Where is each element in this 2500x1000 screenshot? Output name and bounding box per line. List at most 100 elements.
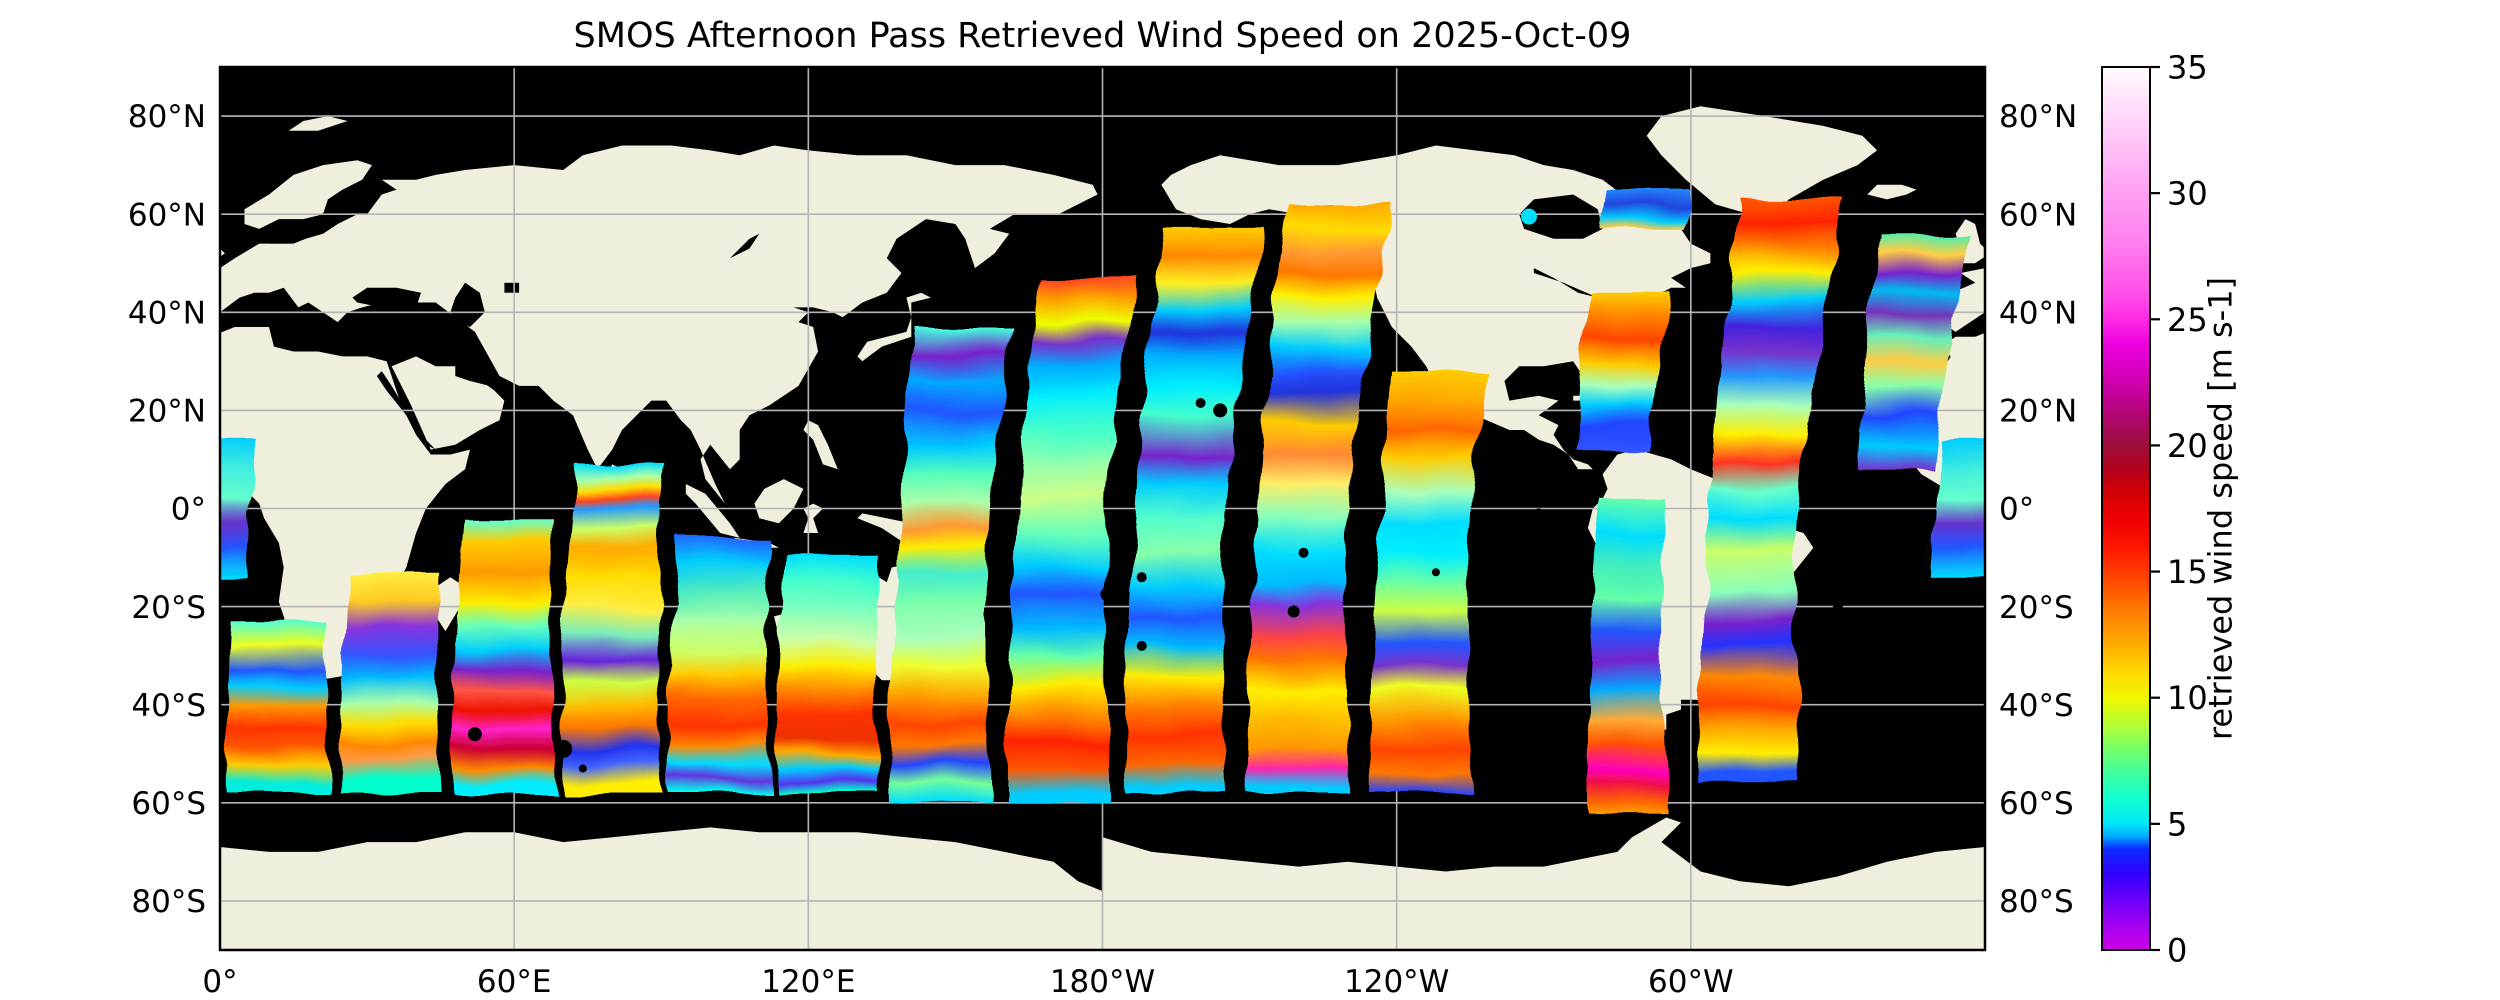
colorbar-tick-label: 25	[2167, 301, 2208, 339]
island-data-gap	[554, 739, 573, 758]
island-data-gap	[1213, 403, 1228, 418]
swath-band-W02	[340, 572, 443, 793]
water-red_sea	[376, 371, 436, 450]
island-data-gap	[1195, 398, 1206, 408]
chart-title: SMOS Afternoon Pass Retrieved Wind Speed…	[573, 16, 1632, 56]
lat-tick-label-right: 60°N	[1999, 197, 2077, 233]
colorbar-tick-label: 5	[2167, 805, 2187, 843]
swath-band-W08	[1006, 277, 1139, 803]
swath-band-W06	[776, 552, 879, 793]
water-aral_sea	[504, 282, 520, 293]
island-data-gap	[1533, 508, 1544, 519]
landmass-sumatra	[685, 484, 740, 538]
island-data-gap	[1136, 572, 1147, 583]
swath-band-W16	[1930, 439, 1985, 578]
landmass-scandinavia	[244, 160, 372, 229]
water-mediterranean	[220, 297, 392, 352]
swath-band-W05	[2434, 538, 2500, 793]
swath-band-W07	[889, 327, 1013, 803]
lon-tick-label: 120°E	[761, 964, 855, 1000]
island-data-gap	[1921, 685, 1932, 695]
landmass-greenland	[0, 106, 112, 214]
landmass-arabia	[391, 356, 505, 450]
landmass-philippines	[803, 420, 838, 470]
water-baltic_sea	[269, 209, 348, 244]
lat-tick-label-left: 80°N	[128, 99, 206, 135]
island-mask-layer	[467, 208, 1932, 773]
lat-tick-label-left: 60°N	[128, 197, 206, 233]
landmass-svalbard	[288, 116, 348, 131]
swath-band-W11	[1369, 371, 1487, 793]
landmass-ireland	[171, 239, 191, 254]
world-map	[0, 67, 2500, 950]
landmass-eurasia	[220, 145, 1098, 504]
landmass-borneo	[754, 479, 804, 524]
landmass-antarctica	[1102, 817, 1985, 950]
swath-band-W15	[92, 234, 203, 469]
island-data-gap	[1287, 605, 1300, 618]
lat-tick-label-left: 40°N	[128, 295, 206, 331]
island-data-gap	[1431, 568, 1440, 577]
colorbar-tick-label: 15	[2167, 553, 2208, 591]
colorbar-tick-label: 20	[2167, 427, 2208, 465]
swath-band-W14	[1698, 199, 1846, 784]
swath-band-W04	[560, 464, 666, 793]
swath-band-W16	[220, 439, 257, 578]
lon-tick-label: 120°W	[1344, 964, 1449, 1000]
landmass-japan	[857, 292, 931, 362]
colorbar-frame	[2101, 66, 2151, 951]
lat-tick-label-left: 40°S	[131, 688, 206, 724]
swath-band-W12	[1576, 292, 1671, 450]
lat-tick-label-right: 40°N	[1999, 295, 2077, 331]
island-data-gap	[1136, 640, 1147, 651]
water-aral_sea	[2269, 283, 2284, 293]
map-frame	[218, 65, 1987, 952]
water-black_sea	[352, 287, 421, 308]
landmass-madagascar	[435, 577, 466, 632]
lon-tick-label: 60°E	[477, 964, 552, 1000]
swath-band-W15	[1857, 233, 1969, 470]
lat-tick-label-left: 0°	[171, 492, 206, 528]
landmass-iceland	[1867, 184, 1917, 200]
lat-tick-label-right: 40°S	[1999, 688, 2074, 724]
island-data-gap	[467, 727, 482, 742]
landmass-sri_lanka	[2372, 464, 2387, 479]
landmass-africa	[220, 327, 470, 681]
island-data-gap	[1832, 601, 1843, 612]
lat-tick-label-right: 60°S	[1999, 786, 2074, 822]
swath-band-W04	[2326, 464, 2431, 793]
lon-tick-label: 60°W	[1648, 964, 1734, 1000]
lake-data-dot	[1521, 208, 1537, 225]
island-data-gap	[1100, 587, 1115, 602]
landmass-sumatra	[2451, 484, 2500, 538]
swath-band-W12	[1600, 189, 1691, 229]
water-caspian_sea	[450, 282, 485, 327]
lat-tick-label-right: 0°	[1999, 492, 2034, 528]
landmass-south_america	[0, 450, 48, 779]
lon-tick-label: 0°	[202, 964, 237, 1000]
water-lake_baikal	[729, 233, 760, 259]
lat-tick-label-right: 80°N	[1999, 99, 2077, 135]
swath-band-W01	[227, 621, 330, 793]
swath-band-W10	[1247, 204, 1394, 793]
water-mediterranean	[1960, 317, 1985, 332]
landmass-greenland	[1646, 106, 1878, 215]
colorbar-tick-label: 0	[2167, 932, 2187, 970]
lat-tick-label-right: 20°N	[1999, 394, 2077, 430]
swath-band-W14	[0, 199, 81, 783]
colorbar-tick-label: 35	[2167, 49, 2208, 87]
swath-band-W13	[1587, 498, 1668, 813]
lon-tick-label: 180°W	[1050, 964, 1155, 1000]
swath-band-W03	[452, 518, 556, 793]
lat-tick-label-left: 20°S	[131, 590, 206, 626]
water-hudson_bay	[1519, 194, 1603, 239]
colorbar-tick-label: 10	[2167, 679, 2208, 717]
swath-band-W09	[1124, 228, 1266, 793]
island-data-gap	[1298, 547, 1309, 558]
landmass-antarctica	[220, 827, 1103, 950]
colorbar-axis-label: retrieved wind speed [m s-1]	[2202, 277, 2240, 740]
wind-swath-layer	[0, 189, 2500, 813]
lat-tick-label-left: 80°S	[131, 884, 206, 920]
